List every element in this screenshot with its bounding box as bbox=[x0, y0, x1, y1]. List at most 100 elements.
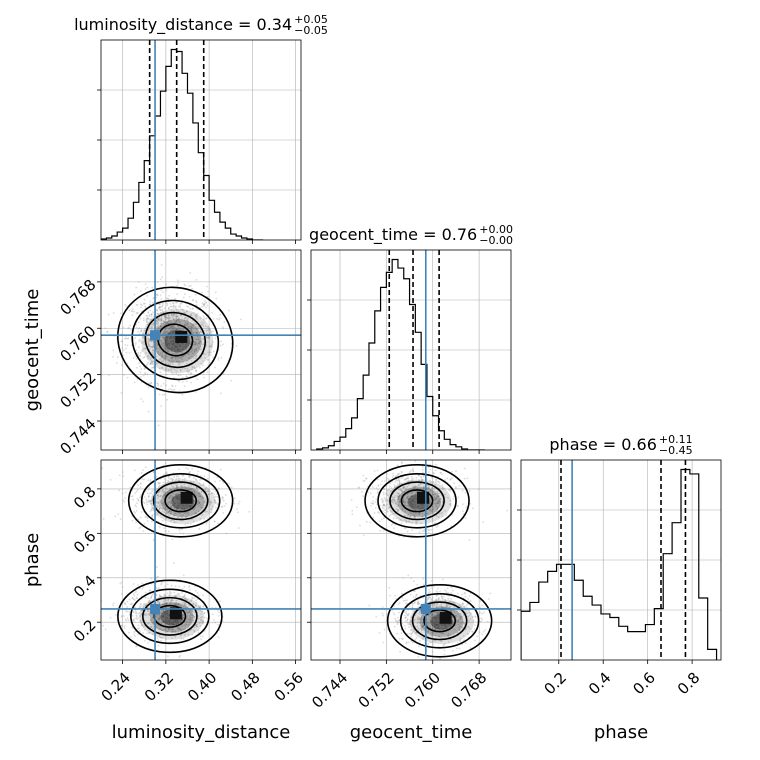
scatter-point bbox=[112, 312, 115, 314]
scatter-point bbox=[410, 629, 413, 632]
scatter-point bbox=[147, 410, 150, 413]
scatter-point bbox=[464, 595, 467, 598]
scatter-point bbox=[174, 297, 176, 300]
scatter-point bbox=[179, 302, 182, 305]
scatter-point bbox=[201, 635, 204, 638]
scatter-point bbox=[176, 485, 178, 488]
scatter-point bbox=[441, 597, 444, 599]
scatter-point bbox=[176, 348, 179, 351]
scatter-point bbox=[224, 494, 227, 496]
scatter-point bbox=[219, 613, 222, 616]
scatter-point bbox=[402, 499, 405, 502]
scatter-point bbox=[124, 618, 127, 621]
scatter-point bbox=[427, 512, 429, 515]
scatter-point bbox=[206, 304, 209, 307]
scatter-point bbox=[195, 347, 197, 350]
scatter-point bbox=[204, 300, 206, 302]
scatter-point bbox=[395, 479, 397, 482]
scatter-point bbox=[162, 620, 165, 623]
scatter-point bbox=[144, 347, 146, 350]
scatter-point bbox=[167, 307, 170, 310]
scatter-point bbox=[219, 314, 222, 316]
scatter-point bbox=[437, 612, 440, 615]
scatter-point bbox=[162, 331, 165, 334]
scatter-point bbox=[150, 313, 153, 316]
scatter-point bbox=[163, 315, 166, 317]
scatter-point bbox=[173, 505, 175, 508]
scatter-point bbox=[400, 632, 403, 635]
scatter-point bbox=[165, 512, 168, 515]
scatter-point bbox=[144, 515, 147, 518]
scatter-point bbox=[185, 348, 187, 351]
scatter-point bbox=[438, 625, 441, 628]
scatter-point bbox=[179, 503, 181, 506]
scatter-point bbox=[416, 506, 419, 509]
scatter-point bbox=[162, 360, 165, 363]
scatter-point bbox=[170, 314, 173, 316]
scatter-point bbox=[200, 362, 203, 365]
scatter-point bbox=[185, 467, 187, 470]
title-text: geocent_time = 0.76 bbox=[309, 225, 477, 245]
scatter-point bbox=[221, 496, 224, 499]
scatter-point bbox=[177, 479, 180, 482]
scatter-point bbox=[158, 602, 161, 605]
scatter-point bbox=[198, 331, 201, 334]
scatter-point bbox=[144, 604, 147, 607]
scatter-point bbox=[469, 647, 472, 649]
scatter-point bbox=[191, 487, 194, 490]
scatter-point bbox=[188, 341, 191, 344]
scatter-point bbox=[179, 374, 182, 377]
hist-panel-geocent_time bbox=[307, 249, 512, 451]
scatter-point bbox=[174, 603, 177, 606]
scatter-point bbox=[461, 627, 464, 629]
scatter-point bbox=[125, 347, 127, 350]
scatter-point bbox=[386, 489, 389, 492]
scatter-point bbox=[162, 610, 165, 613]
scatter-point bbox=[173, 562, 175, 565]
scatter-point bbox=[160, 322, 163, 325]
scatter-point bbox=[128, 598, 131, 601]
scatter-point bbox=[417, 620, 420, 623]
scatter-point bbox=[172, 313, 175, 316]
scatter-point bbox=[170, 477, 173, 480]
scatter-point bbox=[394, 494, 397, 497]
scatter-point bbox=[414, 505, 417, 508]
scatter-point bbox=[195, 491, 198, 494]
scatter-point bbox=[205, 523, 208, 525]
scatter-point bbox=[174, 602, 176, 605]
scatter-point bbox=[420, 522, 423, 525]
scatter-point bbox=[383, 507, 385, 510]
scatter-point bbox=[390, 513, 392, 516]
scatter-point bbox=[204, 353, 207, 355]
scatter-point bbox=[157, 352, 159, 354]
scatter-point bbox=[160, 318, 163, 320]
scatter-point bbox=[181, 393, 184, 396]
scatter-point bbox=[149, 345, 151, 348]
scatter-point bbox=[451, 623, 454, 626]
scatter-point bbox=[139, 621, 142, 624]
scatter-point bbox=[130, 495, 132, 498]
scatter-point bbox=[173, 335, 176, 338]
scatter-point bbox=[213, 501, 216, 504]
scatter-point bbox=[122, 349, 125, 352]
scatter-point bbox=[189, 351, 192, 354]
scatter-point bbox=[168, 496, 171, 499]
scatter-point bbox=[182, 637, 185, 640]
scatter-point bbox=[163, 324, 166, 327]
scatter-point bbox=[192, 520, 195, 523]
scatter-point bbox=[156, 343, 158, 346]
scatter-point bbox=[173, 603, 175, 605]
scatter-point bbox=[447, 592, 450, 594]
scatter-point bbox=[210, 492, 213, 495]
scatter-point bbox=[174, 619, 177, 622]
scatter-point bbox=[383, 480, 386, 482]
scatter-point bbox=[106, 330, 109, 333]
scatter-point bbox=[394, 617, 397, 620]
scatter-point bbox=[398, 496, 400, 499]
scatter-point bbox=[196, 598, 199, 601]
scatter-point bbox=[189, 488, 192, 491]
scatter-point bbox=[195, 325, 198, 328]
scatter-point bbox=[175, 495, 177, 498]
scatter-point bbox=[459, 617, 462, 620]
scatter-point bbox=[208, 353, 210, 356]
